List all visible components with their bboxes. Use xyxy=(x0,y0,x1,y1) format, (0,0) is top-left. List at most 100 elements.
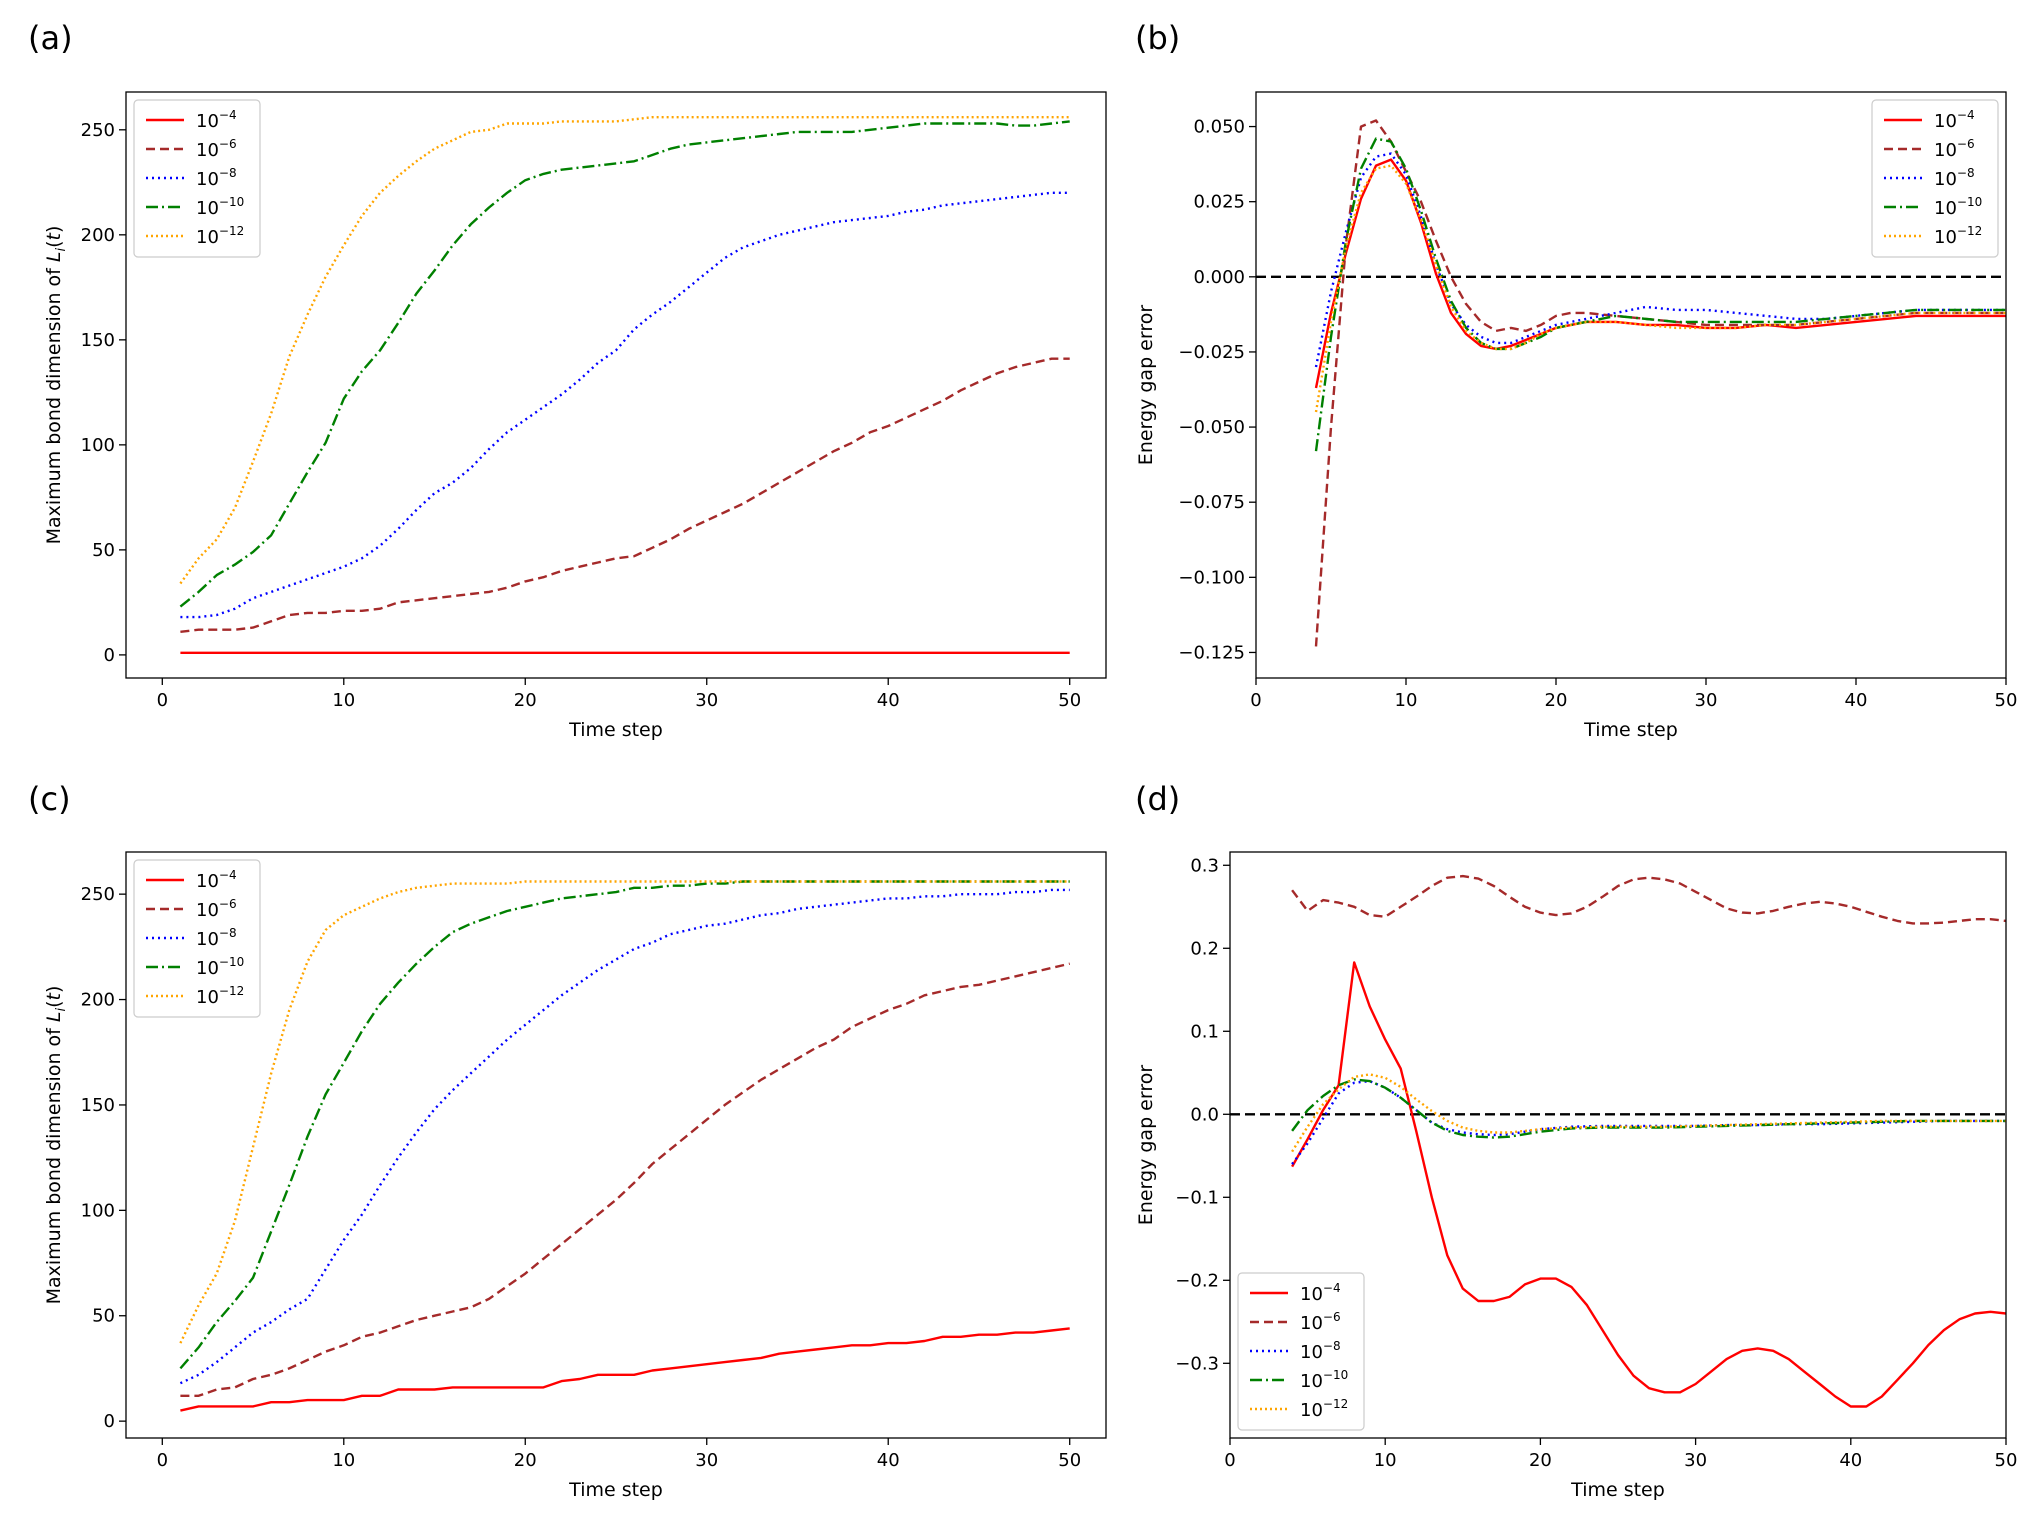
legend: 10−4 10−6 10−8 10−10 10−12 xyxy=(133,859,261,1018)
legend-label: 10−10 xyxy=(1300,1368,1348,1392)
axes-frame xyxy=(125,91,1107,679)
x-tick-label: 0 xyxy=(1224,1450,1235,1471)
x-tick-label: 10 xyxy=(332,690,355,711)
legend-label: 10−8 xyxy=(1934,166,1975,190)
panel-label: (a) xyxy=(28,19,73,57)
legend-label: 10−12 xyxy=(1300,1397,1348,1421)
legend-label: 10−4 xyxy=(196,108,237,132)
legend-label: 10−12 xyxy=(196,224,244,248)
y-tick-label: −0.3 xyxy=(1175,1353,1219,1374)
x-tick-label: 10 xyxy=(1374,1450,1397,1471)
x-tick-label: 50 xyxy=(1058,1450,1081,1471)
legend-box xyxy=(1871,99,1999,258)
series-line-10^-4 xyxy=(1291,961,2006,1408)
y-tick-label: 200 xyxy=(81,990,115,1011)
y-tick-label: −0.075 xyxy=(1178,492,1245,513)
series-line-10^-6 xyxy=(180,357,1070,633)
series-line-10^-8 xyxy=(1314,152,2006,368)
y-tick-label: 150 xyxy=(81,330,115,351)
y-tick-label: 0.0 xyxy=(1190,1104,1219,1125)
x-tick-label: 50 xyxy=(1995,690,2018,711)
x-axis-label: Time step xyxy=(568,719,663,741)
y-tick-label: −0.2 xyxy=(1175,1270,1219,1291)
legend: 10−4 10−6 10−8 10−10 10−12 xyxy=(133,99,261,258)
x-tick-label: 30 xyxy=(695,1450,718,1471)
x-tick-label: 0 xyxy=(1250,690,1261,711)
y-tick-label: −0.025 xyxy=(1178,342,1245,363)
series-line-10^-12 xyxy=(1314,164,2006,413)
series-line-10^-12 xyxy=(1291,1073,2006,1153)
y-tick-label: 100 xyxy=(81,435,115,456)
x-tick-label: 30 xyxy=(1684,1450,1707,1471)
panel-label: (b) xyxy=(1135,19,1180,57)
x-tick-label: 50 xyxy=(1995,1450,2018,1471)
chart-panel-c: (c) 0 10 20 30 40 50 0 50 100 150 200 250 Time step Ma… xyxy=(28,780,1107,1501)
x-tick-label: 40 xyxy=(877,690,900,711)
legend-label: 10−6 xyxy=(196,137,237,161)
x-tick-label: 40 xyxy=(877,1450,900,1471)
y-axis-label: Maximum bond dimension of Li(t) xyxy=(43,226,69,545)
axes-frame xyxy=(1255,91,2007,679)
y-axis-label: Energy gap error xyxy=(1135,1065,1157,1226)
legend: 10−4 10−6 10−8 10−10 10−12 xyxy=(1237,1272,1365,1431)
y-tick-label: −0.125 xyxy=(1178,642,1245,663)
series-line-10^-8 xyxy=(180,191,1070,619)
y-tick-label: 250 xyxy=(81,120,115,141)
x-axis-label: Time step xyxy=(1570,1479,1665,1501)
x-tick-label: 0 xyxy=(157,1450,168,1471)
x-tick-label: 10 xyxy=(332,1450,355,1471)
legend-label: 10−6 xyxy=(1934,137,1975,161)
y-tick-label: 50 xyxy=(92,1306,115,1327)
legend-box xyxy=(133,99,261,258)
legend-label: 10−8 xyxy=(1300,1339,1341,1363)
y-tick-label: 0.000 xyxy=(1193,267,1245,288)
x-tick-label: 20 xyxy=(514,690,537,711)
x-tick-label: 50 xyxy=(1058,690,1081,711)
series-line-10^-12 xyxy=(179,880,1070,1344)
chart-panel-d: (d) 0 10 20 30 40 50 0.3 0.2 0.1 0.0 −0.1 −0.2 −0.3 Ti… xyxy=(1135,780,2017,1501)
series-line-10^-6 xyxy=(1291,874,2006,925)
series-line-10^-10 xyxy=(179,120,1070,608)
axes-frame xyxy=(1229,851,2007,1439)
x-tick-label: 40 xyxy=(1845,690,1868,711)
y-tick-label: 200 xyxy=(81,225,115,246)
x-tick-label: 20 xyxy=(1545,690,1568,711)
legend-label: 10−4 xyxy=(196,868,237,892)
legend-label: 10−4 xyxy=(1300,1281,1341,1305)
y-axis-label: Maximum bond dimension of Li(t) xyxy=(43,986,69,1305)
y-tick-label: 0 xyxy=(104,1411,115,1432)
y-tick-label: 250 xyxy=(81,884,115,905)
legend: 10−4 10−6 10−8 10−10 10−12 xyxy=(1871,99,1999,258)
legend-label: 10−8 xyxy=(196,166,237,190)
legend-label: 10−12 xyxy=(196,984,244,1008)
x-axis-label: Time step xyxy=(568,1479,663,1501)
y-tick-label: 0.025 xyxy=(1193,192,1245,213)
series-line-10^-10 xyxy=(179,880,1070,1370)
y-tick-label: 150 xyxy=(81,1095,115,1116)
legend-label: 10−8 xyxy=(196,926,237,950)
panel-label: (d) xyxy=(1135,780,1180,818)
legend-label: 10−6 xyxy=(196,897,237,921)
y-tick-label: −0.050 xyxy=(1178,417,1245,438)
panel-label: (c) xyxy=(28,780,71,818)
x-tick-label: 40 xyxy=(1839,1450,1862,1471)
axes-frame xyxy=(125,851,1107,1439)
x-tick-label: 0 xyxy=(157,690,168,711)
series-line-10^-10 xyxy=(1314,137,2006,452)
legend-label: 10−12 xyxy=(1934,224,1982,248)
legend-label: 10−10 xyxy=(196,195,244,219)
series-line-10^-4 xyxy=(180,1327,1070,1412)
x-tick-label: 20 xyxy=(514,1450,537,1471)
y-tick-label: 0.050 xyxy=(1193,117,1245,138)
y-tick-label: 0.3 xyxy=(1190,855,1219,876)
x-tick-label: 20 xyxy=(1529,1450,1552,1471)
legend-box xyxy=(1237,1272,1365,1431)
series-line-10^-8 xyxy=(1291,1079,2006,1165)
chart-panel-b: (b) 0 10 20 30 40 50 0.050 0.025 0.000 −0.025 −0.05… xyxy=(1135,19,2017,741)
series-line-10^-12 xyxy=(179,116,1070,585)
x-tick-label: 30 xyxy=(1695,690,1718,711)
series-line-10^-8 xyxy=(179,888,1070,1385)
legend-box xyxy=(133,859,261,1018)
y-tick-label: 50 xyxy=(92,540,115,561)
